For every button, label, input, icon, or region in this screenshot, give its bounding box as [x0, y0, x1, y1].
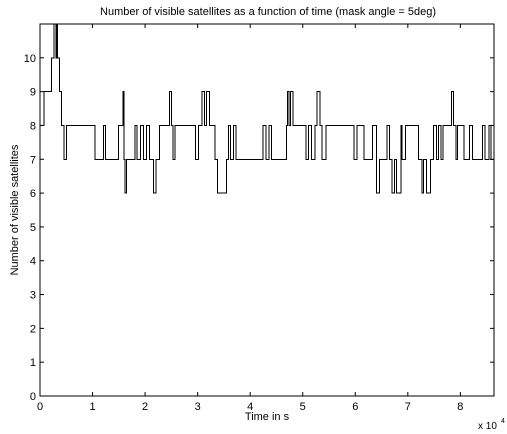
x-axis-label: Time in s: [245, 411, 290, 423]
x-axis-exponent-power: 4: [501, 418, 505, 425]
y-tick-label: 8: [30, 120, 36, 132]
x-tick-label: 3: [195, 401, 201, 413]
x-tick-label: 4: [247, 401, 253, 413]
x-tick-label: 1: [89, 401, 95, 413]
x-tick-label: 5: [300, 401, 306, 413]
plot-area: [40, 24, 494, 396]
y-axis-label: Number of visible satellites: [9, 144, 21, 275]
y-tick-label: 1: [30, 357, 36, 369]
series-layer: [40, 24, 494, 194]
x-tick-label: 7: [405, 401, 411, 413]
x-tick-label: 8: [457, 401, 463, 413]
y-tick-label: 0: [30, 391, 36, 403]
y-tick-label: 10: [24, 53, 36, 65]
x-tick-label: 2: [142, 401, 148, 413]
x-tick-label: 0: [37, 401, 43, 413]
y-tick-label: 7: [30, 154, 36, 166]
chart-title: Number of visible satellites as a functi…: [100, 6, 436, 18]
y-tick-label: 9: [30, 87, 36, 99]
y-tick-label: 4: [30, 256, 36, 268]
y-tick-label: 6: [30, 188, 36, 200]
y-tick-label: 5: [30, 222, 36, 234]
plot-frame: [39, 23, 495, 397]
y-axis-ticks: 0 1 2 3 4 5 6 7 8 9 10: [24, 53, 494, 403]
y-tick-label: 3: [30, 290, 36, 302]
x-tick-label: 6: [352, 401, 358, 413]
y-tick-label: 2: [30, 323, 36, 335]
x-axis-exponent-base: x 10: [478, 421, 497, 432]
satellite-count-step-line: [40, 24, 494, 194]
plot-background: [40, 24, 494, 396]
x-axis-ticks: 0 1 2 3 4 5 6 7 8: [37, 24, 463, 413]
